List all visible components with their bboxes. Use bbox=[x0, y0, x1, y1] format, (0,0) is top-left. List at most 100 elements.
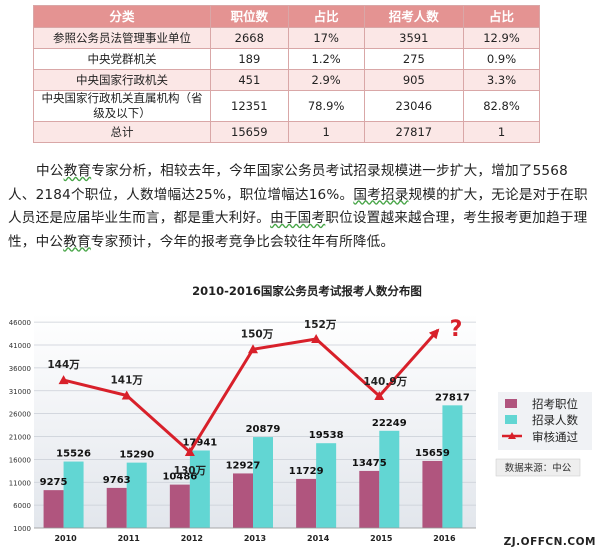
y-tick-label: 26000 bbox=[9, 411, 31, 419]
bar-recruits bbox=[126, 462, 147, 528]
recruitment-table: 分类 职位数 占比 招考人数 占比 参照公务员法管理事业单位 2668 17% … bbox=[33, 5, 540, 143]
table-cell: 451 bbox=[210, 69, 289, 91]
bar-recruits bbox=[63, 461, 84, 528]
bar-value-label: 27817 bbox=[435, 392, 470, 403]
approval-line-path bbox=[63, 337, 381, 454]
approval-line: 144万 141万 130万 150万 152万 140.9万? bbox=[47, 317, 462, 477]
bar-recruits bbox=[253, 437, 273, 528]
bar-positions bbox=[422, 460, 443, 528]
approval-value-label: 140.9万 bbox=[363, 376, 407, 388]
table-cell: 2.9% bbox=[287, 69, 365, 91]
x-tick-label: 2012 bbox=[181, 534, 203, 543]
table-header-row: 分类 职位数 占比 招考人数 占比 bbox=[33, 5, 540, 28]
legend-label-approved: 审核通过 bbox=[532, 430, 578, 444]
text-segment: 教育 bbox=[63, 233, 91, 250]
x-tick-label: 2014 bbox=[307, 534, 330, 543]
y-tick-label: 21000 bbox=[9, 434, 31, 442]
legend-label-recruits: 招录人数 bbox=[532, 413, 578, 427]
bar-recruits bbox=[316, 443, 337, 528]
bar-value-label: 9275 bbox=[40, 477, 68, 488]
y-tick-label: 6000 bbox=[13, 502, 31, 510]
bar-value-label: 22249 bbox=[372, 418, 407, 429]
bar-value-label: 12927 bbox=[226, 460, 261, 471]
table-cell: 189 bbox=[210, 48, 289, 70]
header-category: 分类 bbox=[33, 5, 211, 28]
approval-value-label: 152万 bbox=[304, 319, 337, 331]
x-tick-label: 2011 bbox=[118, 534, 141, 543]
table-cell: 参照公务员法管理事业单位 bbox=[33, 27, 211, 49]
text-segment: 专家预计，今年的报考竞争比会较往年有所降低。 bbox=[90, 233, 395, 250]
table-cell: 总计 bbox=[33, 121, 211, 143]
bar-recruits bbox=[442, 405, 463, 528]
header-recruit-share: 占比 bbox=[463, 5, 540, 28]
x-tick-label: 2016 bbox=[433, 534, 456, 543]
table-cell: 905 bbox=[363, 69, 465, 91]
bar-positions bbox=[359, 470, 380, 528]
table-cell: 27817 bbox=[363, 121, 465, 143]
table-cell: 1 bbox=[463, 121, 540, 143]
bar-recruits bbox=[379, 430, 400, 528]
table-cell: 1 bbox=[287, 121, 365, 143]
bar-value-label: 19538 bbox=[309, 430, 344, 441]
legend-marker-swatch bbox=[508, 432, 516, 439]
text-segment: 专家分析，相较去年，今年国家公务员考试招录规模进一步扩大，增加了5568人、21… bbox=[8, 163, 568, 203]
y-tick-label: 1000 bbox=[13, 525, 31, 533]
bar-value-label: 9763 bbox=[103, 475, 131, 486]
approval-value-label: 144万 bbox=[47, 359, 80, 371]
bars bbox=[43, 405, 463, 528]
y-axis: 1000 6000 11000 16000 21000 26000 31000 36000 41… bbox=[9, 319, 31, 533]
analysis-paragraph: 中公教育专家分析，相较去年，今年国家公务员考试招录规模进一步扩大，增加了5568… bbox=[8, 160, 594, 254]
table-cell: 中央国家行政机关直属机构（省级及以下） bbox=[33, 90, 211, 122]
source-box bbox=[495, 458, 581, 477]
bar-positions bbox=[169, 484, 190, 528]
text-segment: 国考招录 bbox=[353, 186, 409, 203]
x-tick-label: 2013 bbox=[244, 534, 266, 543]
header-position-share: 占比 bbox=[287, 5, 365, 28]
site-watermark: ZJ.OFFCN.COM bbox=[503, 536, 596, 548]
table-cell: 15659 bbox=[210, 121, 289, 143]
y-tick-label: 31000 bbox=[9, 388, 31, 396]
table-cell: 3591 bbox=[363, 27, 465, 49]
table-row: 中央党群机关 189 1.2% 275 0.9% bbox=[33, 48, 540, 70]
x-tick-label: 2015 bbox=[370, 534, 393, 543]
bar-value-label: 20879 bbox=[246, 424, 281, 435]
approval-point bbox=[311, 334, 322, 343]
approval-point bbox=[248, 344, 258, 354]
table-cell: 17% bbox=[287, 27, 365, 49]
text-segment: 教育 bbox=[63, 163, 92, 179]
approval-value-label: 150万 bbox=[241, 328, 274, 340]
approval-point bbox=[121, 390, 132, 400]
approval-value-label: 141万 bbox=[111, 375, 144, 387]
y-tick-label: 41000 bbox=[9, 342, 31, 350]
text-segment: 由于国考 bbox=[270, 210, 326, 226]
approval-point bbox=[58, 375, 69, 385]
table-cell: 0.9% bbox=[463, 48, 540, 70]
header-positions: 职位数 bbox=[210, 5, 289, 28]
bar-value-label: 15290 bbox=[119, 450, 154, 461]
bar-value-label: 10486 bbox=[162, 472, 197, 483]
table-cell: 1.2% bbox=[287, 48, 365, 70]
chart-title: 2010-2016国家公务员考试报考人数分布图 bbox=[192, 284, 422, 298]
approval-question-label: ? bbox=[450, 317, 463, 342]
approval-point bbox=[184, 447, 195, 456]
bar-value-label: 15659 bbox=[415, 448, 450, 459]
table-cell: 78.9% bbox=[287, 90, 365, 122]
table-cell: 82.8% bbox=[463, 90, 540, 122]
y-tick-label: 16000 bbox=[9, 456, 31, 464]
bar-positions bbox=[233, 473, 253, 528]
text-segment: 规模的扩大，无论是对于在职人员还是应届毕业生而言，都是重大利好。 bbox=[8, 186, 588, 227]
legend-swatch-positions bbox=[505, 399, 517, 408]
approval-point bbox=[374, 391, 385, 401]
bar-labels: 9275 15526 9763 15290 10486 17941 12927 20879 11… bbox=[40, 392, 470, 488]
applicants-chart: 2010-2016国家公务员考试报考人数分布图 1000 6000 11000 160… bbox=[9, 284, 592, 543]
bar-value-label: 13475 bbox=[352, 458, 387, 469]
y-tick-label: 11000 bbox=[9, 479, 31, 487]
legend-label-positions: 招考职位 bbox=[532, 397, 578, 411]
legend-swatch-recruits bbox=[505, 415, 517, 424]
table-cell: 23046 bbox=[363, 90, 465, 122]
table-row: 参照公务员法管理事业单位 2668 17% 3591 12.9% bbox=[33, 27, 540, 49]
table-cell: 中央国家行政机关 bbox=[33, 69, 211, 91]
approval-value-label: 130万 bbox=[174, 465, 207, 477]
text-segment: 职位设置越来越合理，考生报考更加趋于理性，中公 bbox=[8, 210, 588, 250]
table-row: 中央国家行政机关 451 2.9% 905 3.3% bbox=[33, 69, 540, 91]
